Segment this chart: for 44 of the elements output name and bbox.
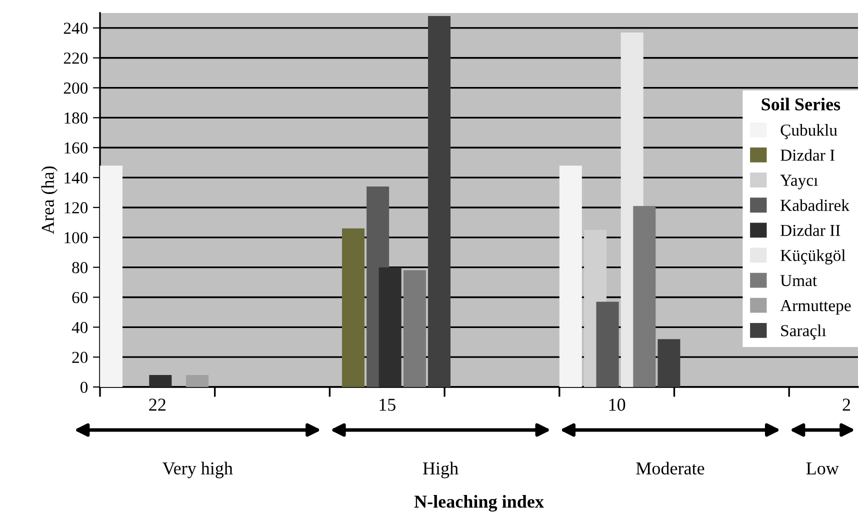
x-tick-label: 2 bbox=[842, 398, 850, 411]
x-tick-label: 15 bbox=[380, 398, 396, 411]
legend-label: Yaycı bbox=[780, 174, 818, 190]
bar bbox=[186, 375, 209, 387]
bar bbox=[378, 267, 402, 387]
text: Low bbox=[806, 462, 839, 475]
bar bbox=[658, 339, 680, 387]
y-tick-label: 220 bbox=[64, 52, 88, 64]
y-tick-label: 100 bbox=[64, 232, 88, 244]
legend-label: Armuttepe bbox=[780, 300, 851, 315]
bar bbox=[596, 302, 619, 387]
bar bbox=[428, 16, 451, 387]
y-tick-label: 0 bbox=[80, 382, 88, 393]
legend-title: Soil Series bbox=[762, 98, 840, 110]
bar bbox=[100, 166, 123, 387]
y-tick-label: 180 bbox=[64, 112, 88, 124]
legend-label: Dizdar I bbox=[780, 149, 835, 161]
y-tick-label: 20 bbox=[72, 352, 88, 364]
y-axis-title: Area (ha) bbox=[41, 166, 58, 234]
bar bbox=[559, 166, 582, 387]
legend-label: Dizdar II bbox=[780, 224, 840, 236]
text: Moderate bbox=[636, 462, 704, 475]
bar bbox=[149, 375, 172, 387]
legend-label: Kabadirek bbox=[780, 199, 850, 211]
y-tick-label: 120 bbox=[64, 202, 88, 214]
y-tick-label: 140 bbox=[64, 172, 88, 184]
y-tick-label: 160 bbox=[64, 142, 88, 154]
legend-label: Küçükgöl bbox=[780, 249, 846, 265]
y-tick-label: 80 bbox=[72, 262, 88, 274]
x-tick-label: 22 bbox=[149, 398, 166, 411]
legend-label: Saraçlı bbox=[781, 324, 826, 340]
text: High bbox=[422, 462, 458, 478]
x-axis-title: N-leaching index bbox=[414, 495, 544, 512]
bar bbox=[342, 228, 364, 387]
legend-label: Umat bbox=[780, 275, 817, 286]
y-tick-label: 60 bbox=[72, 292, 88, 304]
text: Very high bbox=[162, 462, 233, 478]
legend-label: Çubuklu bbox=[780, 124, 838, 140]
bar bbox=[403, 270, 426, 387]
bar bbox=[633, 206, 656, 387]
x-tick-label: 10 bbox=[609, 398, 626, 411]
y-tick-label: 200 bbox=[64, 82, 88, 94]
y-tick-label: 240 bbox=[64, 22, 88, 34]
y-tick-label: 40 bbox=[72, 322, 88, 334]
